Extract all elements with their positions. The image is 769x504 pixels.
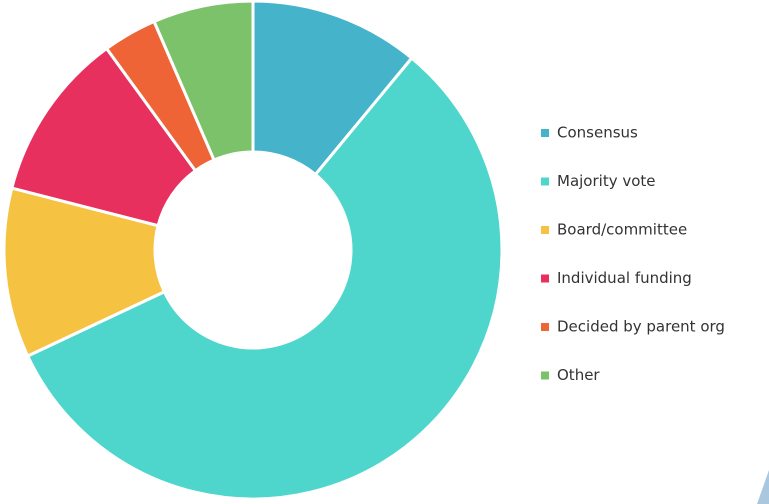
legend-swatch	[541, 323, 549, 331]
legend-swatch	[541, 129, 549, 137]
legend-swatch	[541, 274, 549, 283]
legend-label: Majority vote	[557, 172, 656, 190]
slice	[2, 186, 167, 359]
slice	[251, 0, 414, 177]
decoration	[757, 470, 769, 504]
legend-swatch	[541, 371, 549, 380]
legend-swatch	[541, 226, 549, 234]
slice	[25, 56, 504, 501]
legend: Consensus Majority vote Board/committee Ind…	[541, 124, 725, 384]
legend-label: Board/committee	[557, 221, 687, 239]
legend-swatch	[541, 177, 549, 186]
slice	[152, 0, 255, 163]
legend-label: Consensus	[557, 124, 638, 142]
legend-label: Other	[557, 366, 600, 384]
donut	[2, 0, 504, 501]
legend-label: Decided by parent org	[557, 318, 725, 336]
legend-label: Individual funding	[557, 269, 692, 287]
slice	[9, 46, 198, 228]
